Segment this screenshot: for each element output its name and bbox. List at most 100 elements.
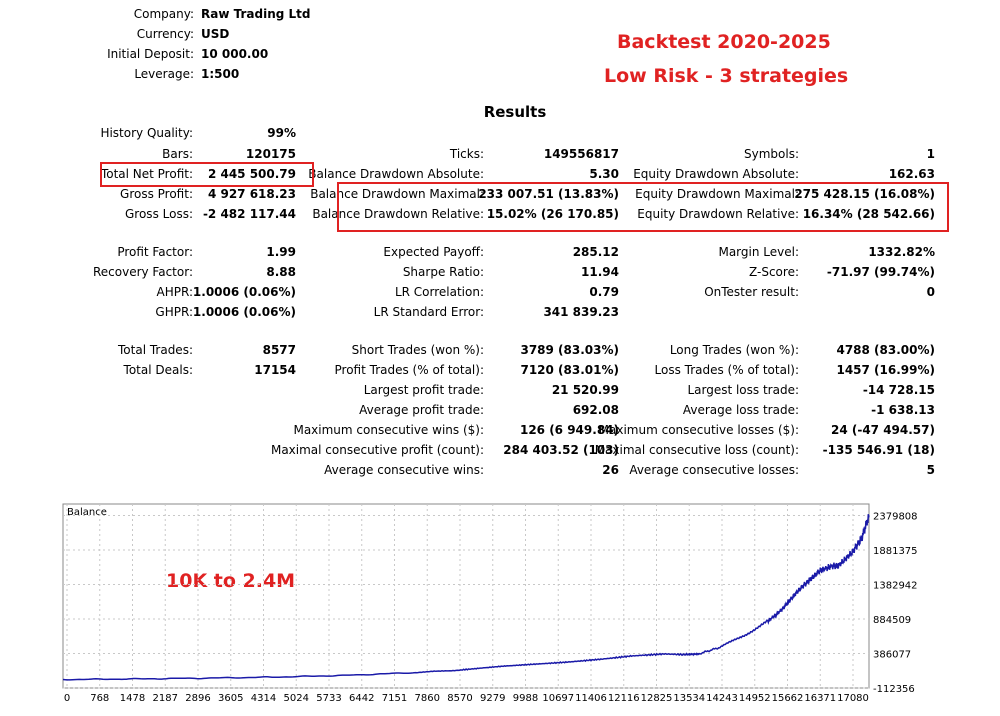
stat-value: 120175 bbox=[245, 147, 296, 161]
x-tick-label: 17080 bbox=[837, 693, 869, 704]
stat-label: Equity Drawdown Relative: bbox=[637, 207, 799, 221]
stat-label: Balance Drawdown Relative: bbox=[312, 207, 484, 221]
stat-label: Average consecutive wins: bbox=[324, 463, 484, 477]
stat-value: -71.97 (99.74%) bbox=[826, 265, 935, 279]
stat-value: 692.08 bbox=[572, 403, 619, 417]
header-label: Company: bbox=[133, 7, 194, 21]
stat-label: GHPR: bbox=[155, 305, 193, 319]
stat-label: Z-Score: bbox=[749, 265, 799, 279]
chart-plot-area bbox=[62, 503, 870, 689]
stat-value: 1.0006 (0.06%) bbox=[192, 305, 296, 319]
stat-value: 285.12 bbox=[572, 245, 619, 259]
header-label: Initial Deposit: bbox=[107, 47, 194, 61]
stat-label: Total Trades: bbox=[118, 343, 193, 357]
stat-label: Sharpe Ratio: bbox=[402, 265, 484, 279]
x-tick-label: 5733 bbox=[316, 693, 341, 704]
x-tick-label: 2896 bbox=[185, 693, 210, 704]
stat-label: Loss Trades (% of total): bbox=[654, 363, 800, 377]
x-tick-label: 13534 bbox=[673, 693, 705, 704]
balance-chart: Balance 10K to 2.4M 0 768 1478 2187 2896 3605… bbox=[62, 503, 918, 704]
stat-value: 1 bbox=[926, 147, 935, 161]
stat-label: Average loss trade: bbox=[682, 403, 799, 417]
stat-label: Profit Factor: bbox=[117, 245, 193, 259]
header-value: USD bbox=[201, 27, 230, 41]
stat-label: OnTester result: bbox=[704, 285, 799, 299]
x-tick-label: 10697 bbox=[542, 693, 574, 704]
stat-label: Average consecutive losses: bbox=[629, 463, 799, 477]
y-tick-label: 1881375 bbox=[873, 546, 918, 557]
backtest-title: Backtest 2020-2025 bbox=[617, 31, 831, 53]
x-tick-label: 4314 bbox=[251, 693, 276, 704]
x-tick-label: 12825 bbox=[641, 693, 673, 704]
stat-value: 341 839.23 bbox=[543, 305, 619, 319]
stat-value: 2 445 500.79 bbox=[207, 167, 296, 181]
stat-label: Maximum consecutive losses ($): bbox=[598, 423, 799, 437]
header-label: Currency: bbox=[136, 27, 194, 41]
stat-label: Profit Trades (% of total): bbox=[334, 363, 484, 377]
stat-value: 4788 (83.00%) bbox=[836, 343, 935, 357]
x-tick-label: 1478 bbox=[120, 693, 145, 704]
stat-label: Expected Payoff: bbox=[383, 245, 484, 259]
stat-value: 233 007.51 (13.83%) bbox=[478, 187, 619, 201]
stat-label: Short Trades (won %): bbox=[351, 343, 484, 357]
stat-label: Symbols: bbox=[744, 147, 799, 161]
x-tick-label: 11406 bbox=[575, 693, 607, 704]
stat-value: 24 (-47 494.57) bbox=[830, 423, 935, 437]
stat-label: Total Net Profit: bbox=[100, 167, 193, 181]
x-tick-label: 0 bbox=[64, 693, 70, 704]
stat-value: 284 403.52 (103) bbox=[503, 443, 619, 457]
stat-value: -2 482 117.44 bbox=[202, 207, 296, 221]
stat-label: Long Trades (won %): bbox=[669, 343, 799, 357]
header-value: Raw Trading Ltd bbox=[201, 7, 311, 21]
stat-value: 8.88 bbox=[266, 265, 296, 279]
stat-value: -135 546.91 (18) bbox=[822, 443, 935, 457]
stat-value: 126 (6 949.84) bbox=[519, 423, 619, 437]
header-label: Leverage: bbox=[134, 67, 194, 81]
x-tick-label: 3605 bbox=[218, 693, 243, 704]
x-tick-label: 9279 bbox=[480, 693, 505, 704]
risk-subtitle: Low Risk - 3 strategies bbox=[604, 65, 849, 87]
y-tick-label: -112356 bbox=[873, 684, 915, 695]
stat-label: Equity Drawdown Maximal: bbox=[635, 187, 799, 201]
stat-label: Recovery Factor: bbox=[92, 265, 193, 279]
stat-value: 5 bbox=[926, 463, 935, 477]
stat-value: 3789 (83.03%) bbox=[520, 343, 619, 357]
stat-value: 4 927 618.23 bbox=[207, 187, 296, 201]
x-tick-label: 15662 bbox=[772, 693, 804, 704]
stat-label: AHPR: bbox=[156, 285, 193, 299]
stat-label: History Quality: bbox=[100, 126, 193, 140]
stat-value: 11.94 bbox=[581, 265, 619, 279]
stat-label: Maximum consecutive wins ($): bbox=[293, 423, 484, 437]
x-tick-label: 14243 bbox=[706, 693, 738, 704]
stat-value: 0.79 bbox=[589, 285, 619, 299]
stat-label: Ticks: bbox=[449, 147, 484, 161]
stat-label: Balance Drawdown Absolute: bbox=[308, 167, 484, 181]
x-tick-label: 2187 bbox=[153, 693, 178, 704]
stat-label: Balance Drawdown Maximal: bbox=[310, 187, 484, 201]
header-value: 10 000.00 bbox=[201, 47, 269, 61]
stat-value: 16.34% (28 542.66) bbox=[802, 207, 935, 221]
stat-value: 8577 bbox=[262, 343, 296, 357]
balance-line bbox=[62, 514, 870, 681]
stat-label: Gross Profit: bbox=[120, 187, 193, 201]
net-profit-highlight bbox=[100, 162, 314, 187]
stat-value: 17154 bbox=[254, 363, 296, 377]
x-tick-label: 7151 bbox=[382, 693, 407, 704]
stat-value: 15.02% (26 170.85) bbox=[486, 207, 619, 221]
stat-value: 0 bbox=[926, 285, 935, 299]
x-tick-label: 12116 bbox=[608, 693, 640, 704]
stat-value: 5.30 bbox=[589, 167, 619, 181]
stat-value: 99% bbox=[267, 126, 296, 140]
stat-label: Margin Level: bbox=[718, 245, 799, 259]
header-value: 1:500 bbox=[201, 67, 240, 81]
x-tick-label: 6442 bbox=[349, 693, 374, 704]
stat-label: Equity Drawdown Absolute: bbox=[633, 167, 799, 181]
drawdown-highlight bbox=[337, 182, 949, 232]
chart-title: Balance bbox=[67, 507, 107, 518]
stat-label: Maximal consecutive loss (count): bbox=[594, 443, 799, 457]
y-tick-label: 884509 bbox=[873, 615, 911, 626]
stat-value: -1 638.13 bbox=[871, 403, 935, 417]
stat-label: Average profit trade: bbox=[359, 403, 484, 417]
stat-value: 162.63 bbox=[888, 167, 935, 181]
stat-label: Total Deals: bbox=[123, 363, 193, 377]
